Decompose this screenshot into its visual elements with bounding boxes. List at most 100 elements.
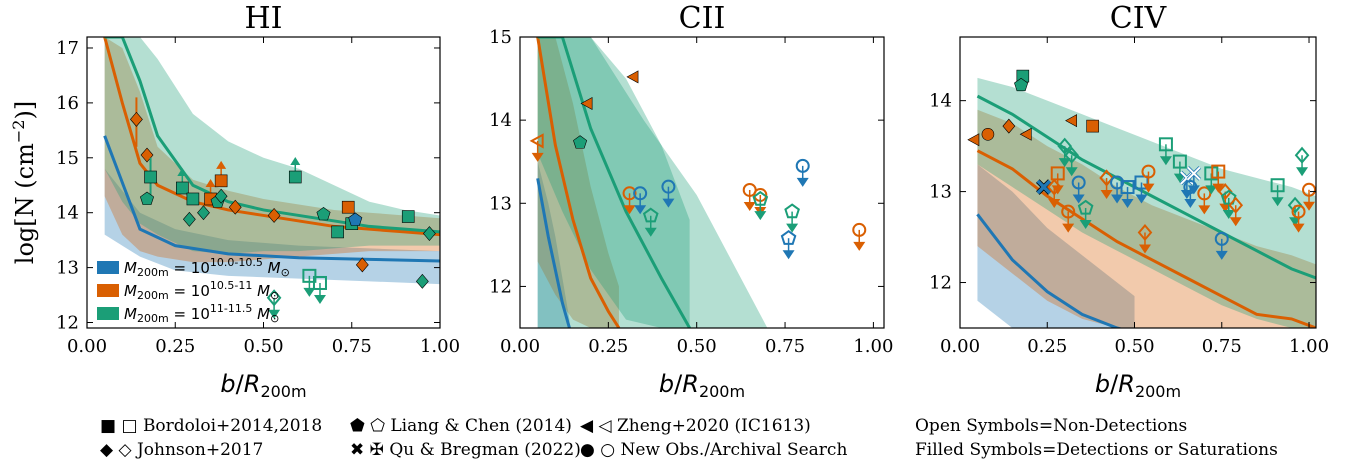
panel-title: HI xyxy=(244,1,282,36)
data-point-cross xyxy=(1035,179,1052,195)
up-arrow-icon xyxy=(205,178,216,187)
diamond-marker xyxy=(1287,196,1303,214)
y-tick-label: 15 xyxy=(489,27,512,48)
cross-marker xyxy=(1036,179,1051,195)
down-arrow-icon xyxy=(1292,223,1305,233)
x-tick-label: 0.50 xyxy=(1114,336,1154,357)
data-point-pentagon xyxy=(642,207,659,237)
down-arrow-icon xyxy=(754,211,767,221)
data-point-square xyxy=(1050,166,1065,195)
data-point-square xyxy=(186,192,200,206)
left-triangle-marker xyxy=(529,133,544,149)
data-point-circle xyxy=(1302,182,1316,211)
legend-label-zheng: Zheng+2020 (IC1613) xyxy=(616,416,811,436)
diamond-marker xyxy=(1228,196,1244,214)
circle-marker xyxy=(1061,204,1076,219)
down-arrow-icon xyxy=(662,198,675,208)
diamond-marker xyxy=(197,205,210,221)
down-arrow-icon xyxy=(313,294,326,304)
filled-diamond-icon: ◆ xyxy=(100,440,114,460)
down-arrow-icon xyxy=(1159,156,1172,166)
data-point-square xyxy=(1120,180,1135,209)
pentagon-marker xyxy=(784,203,800,219)
data-point-circle xyxy=(1291,204,1306,233)
x-tick-label: 0.75 xyxy=(332,336,372,357)
data-point-diamond xyxy=(415,273,429,289)
down-arrow-icon xyxy=(634,205,647,215)
data-point-tri-left xyxy=(626,70,639,84)
diamond-marker xyxy=(1217,183,1233,201)
left-triangle-marker xyxy=(626,70,639,84)
down-arrow-icon xyxy=(1296,167,1309,177)
data-point-pentagon xyxy=(1014,77,1029,92)
circle-marker xyxy=(622,186,637,201)
data-point-circle xyxy=(1061,204,1076,233)
down-arrow-icon xyxy=(853,241,866,251)
square-marker xyxy=(1211,164,1226,179)
circle-marker xyxy=(981,128,995,141)
circle-marker xyxy=(1214,231,1229,246)
data-point-square xyxy=(1134,175,1149,204)
square-marker xyxy=(186,192,200,206)
data-point-diamond xyxy=(267,207,281,223)
y-tick-label: 12 xyxy=(929,273,952,294)
down-arrow-icon xyxy=(796,177,809,187)
pentagon-marker xyxy=(316,206,331,221)
data-point-tri-left xyxy=(580,97,593,111)
data-point-diamond xyxy=(355,257,369,273)
data-point-square xyxy=(331,225,344,239)
diamond-marker xyxy=(214,188,228,204)
band-mid xyxy=(537,37,619,328)
mass-legend-label: M200m = 1011-11.5 M⊙ xyxy=(124,302,279,325)
down-arrow-icon xyxy=(1048,199,1061,209)
down-arrow-icon xyxy=(644,227,657,237)
down-arrow-icon xyxy=(1111,194,1124,204)
legend-label-newobs: New Obs./Archival Search xyxy=(620,440,848,460)
x-tick-label: 0.75 xyxy=(1202,336,1242,357)
median-line-hi xyxy=(104,37,440,234)
down-arrow-icon xyxy=(1058,158,1071,168)
filled-square-icon: ■ xyxy=(100,416,117,436)
x-tick-label: 1.00 xyxy=(853,336,893,357)
data-point-pentagon xyxy=(348,212,363,226)
legend-label-liang: Liang & Chen (2014) xyxy=(390,416,572,436)
y-tick-label: 12 xyxy=(489,276,512,297)
diamond-marker xyxy=(266,289,282,307)
data-point-square xyxy=(144,157,157,197)
legend-bordoloi: ■ □ Bordoloi+2014,2018 xyxy=(100,416,322,436)
y-tick-label: 14 xyxy=(929,91,952,112)
pentagon-marker xyxy=(1014,77,1029,92)
data-point-circle xyxy=(661,179,676,208)
x-tick-label: 1.00 xyxy=(420,336,460,357)
data-point-diamond xyxy=(1228,196,1244,227)
data-point-pentagon xyxy=(1077,199,1094,229)
y-tick-label: 17 xyxy=(56,38,79,59)
legend-label-qu: Qu & Bregman (2022) xyxy=(389,440,581,460)
band-hi-extent xyxy=(537,37,768,328)
data-point-square xyxy=(1270,178,1285,207)
x-tick-label: 0.50 xyxy=(677,336,717,357)
down-arrow-icon xyxy=(1212,183,1225,193)
data-point-circle xyxy=(1197,186,1212,215)
data-point-square xyxy=(1086,119,1099,133)
square-marker xyxy=(1050,166,1065,181)
diamond-marker xyxy=(1099,169,1114,187)
square-marker xyxy=(288,170,302,184)
diamond-marker xyxy=(1002,118,1016,134)
pentagon-marker xyxy=(1077,199,1094,215)
data-point-square xyxy=(1158,137,1173,166)
down-arrow-icon xyxy=(1072,194,1085,204)
square-marker xyxy=(302,268,317,283)
median-line-lo xyxy=(536,178,571,328)
square-marker xyxy=(1172,154,1187,169)
diamond-marker xyxy=(267,207,281,223)
x-tick-label: 0.50 xyxy=(243,336,283,357)
note-open-symbols: Open Symbols=Non-Detections xyxy=(915,416,1188,436)
pentagon-marker xyxy=(780,229,797,245)
data-point-pentagon xyxy=(140,191,155,205)
down-arrow-icon xyxy=(303,287,316,297)
circle-marker xyxy=(661,179,676,194)
square-marker xyxy=(331,225,344,239)
data-point-circle xyxy=(795,158,810,187)
band-lo xyxy=(104,168,440,285)
